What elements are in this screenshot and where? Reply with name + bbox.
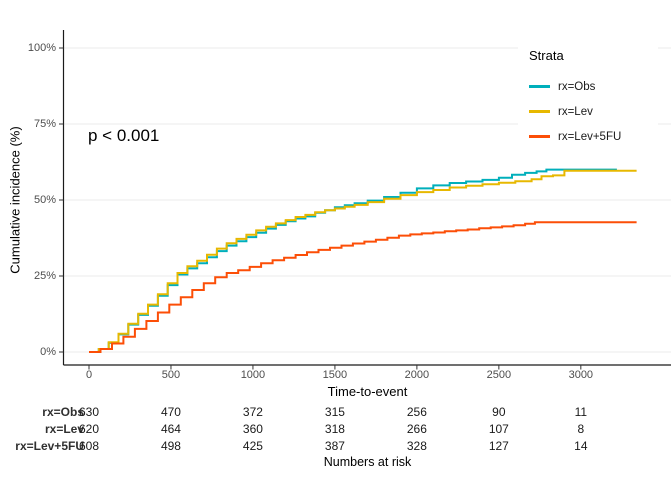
legend-entry-label: rx=Lev [558,105,593,118]
risk-table-row-rx-lev-5fu: rx=Lev+5FU 608 498 425 387 328 127 14 [0,438,672,454]
series-line-rx-lev-5fu [89,221,637,353]
risk-count: 8 [577,422,585,436]
legend-line-swatch-icon [529,85,550,88]
risk-table-title: Numbers at risk [323,455,412,469]
legend-entry-label: rx=Lev+5FU [558,130,622,143]
x-axis-title: Time-to-event [327,384,408,399]
risk-count: 630 [78,405,100,419]
risk-count: 425 [242,439,263,453]
risk-table-row-rx-obs: rx=Obs 630 470 372 315 256 90 11 [0,404,672,420]
legend-line-swatch-icon [529,135,550,138]
risk-count: 620 [78,422,100,436]
y-tick-label-0%: 0% [40,345,56,358]
risk-count: 608 [78,439,100,453]
legend-entry-rx-obs: rx=Obs [529,74,621,99]
risk-row-label: rx=Lev [44,422,84,436]
legend: Strata rx=Obs rx=Lev rx=Lev+5FU [518,40,658,152]
risk-count: 464 [160,422,181,436]
risk-count: 470 [160,405,181,419]
risk-count: 90 [492,405,506,419]
legend-entry-label: rx=Obs [558,80,596,93]
risk-count: 328 [406,439,427,453]
legend-entry-rx-lev: rx=Lev [529,99,621,124]
risk-count: 266 [406,422,427,436]
legend-entries: rx=Obs rx=Lev rx=Lev+5FU [529,74,621,149]
risk-count: 318 [324,422,345,436]
y-axis-title: Cumulative incidence (%) [7,126,23,274]
risk-count: 14 [574,439,588,453]
risk-table-row-rx-lev: rx=Lev 620 464 360 318 266 107 8 [0,421,672,437]
x-tick-label-1000: 1000 [240,369,266,381]
series-line-rx-lev [89,169,637,353]
y-tick-label-50%: 50% [33,193,56,206]
series-line-rx-obs [89,168,617,353]
x-tick-label-2000: 2000 [404,369,430,381]
x-tick-label-500: 500 [161,369,181,381]
x-tick-label-2500: 2500 [486,369,512,381]
y-tick-label-100%: 100% [27,41,56,54]
p-value-annotation: p < 0.001 [88,126,160,145]
risk-count: 387 [324,439,345,453]
legend-title: Strata [529,48,564,63]
y-tick-label-25%: 25% [33,269,56,282]
x-tick-label-0: 0 [85,369,93,381]
y-tick-label-75%: 75% [33,117,56,130]
risk-count: 315 [324,405,345,419]
risk-count: 498 [160,439,181,453]
risk-row-label: rx=Obs [42,405,84,419]
risk-count: 107 [488,422,509,436]
risk-row-label: rx=Lev+5FU [15,439,84,453]
x-tick-label-3000: 3000 [568,369,594,381]
risk-count: 372 [242,405,263,419]
risk-count: 127 [488,439,509,453]
x-tick-label-1500: 1500 [322,369,348,381]
legend-line-swatch-icon [529,110,550,113]
risk-count: 256 [406,405,427,419]
legend-entry-rx-lev-5fu: rx=Lev+5FU [529,124,621,149]
risk-count: 360 [242,422,263,436]
risk-count: 11 [574,405,588,419]
